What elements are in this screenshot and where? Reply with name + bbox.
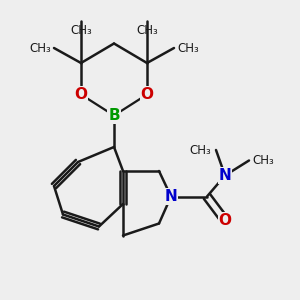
Text: CH₃: CH₃ xyxy=(252,154,274,167)
Text: O: O xyxy=(74,87,88,102)
Text: O: O xyxy=(218,213,232,228)
Text: O: O xyxy=(140,87,154,102)
Text: N: N xyxy=(165,189,177,204)
Text: B: B xyxy=(108,108,120,123)
Text: CH₃: CH₃ xyxy=(190,143,212,157)
Text: CH₃: CH₃ xyxy=(29,41,51,55)
Text: CH₃: CH₃ xyxy=(70,24,92,37)
Text: CH₃: CH₃ xyxy=(136,24,158,37)
Text: N: N xyxy=(219,168,231,183)
Text: CH₃: CH₃ xyxy=(177,41,199,55)
